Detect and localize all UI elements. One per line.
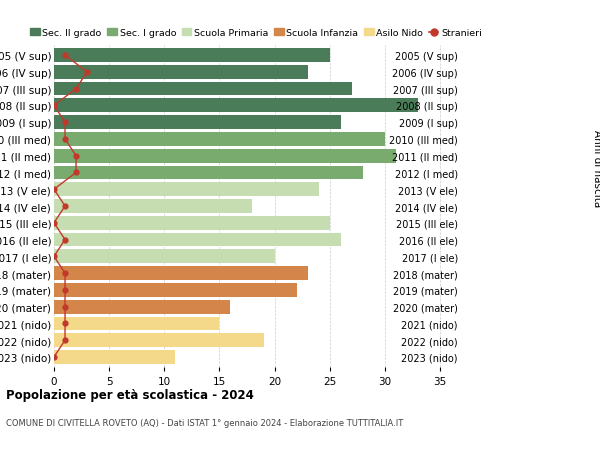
Bar [54, 150, 396, 163]
Text: Anni di nascita: Anni di nascita [592, 129, 600, 207]
Bar [54, 49, 329, 63]
Legend: Sec. II grado, Sec. I grado, Scuola Primaria, Scuola Infanzia, Asilo Nido, Stran: Sec. II grado, Sec. I grado, Scuola Prim… [30, 29, 482, 38]
Bar [54, 83, 352, 96]
Bar [54, 200, 253, 213]
Bar [54, 166, 363, 180]
Bar [54, 233, 341, 247]
Text: COMUNE DI CIVITELLA ROVETO (AQ) - Dati ISTAT 1° gennaio 2024 - Elaborazione TUTT: COMUNE DI CIVITELLA ROVETO (AQ) - Dati I… [6, 418, 403, 427]
Bar [54, 133, 385, 146]
Bar [54, 183, 319, 196]
Bar [54, 317, 220, 330]
Bar [54, 66, 308, 79]
Bar [54, 300, 230, 314]
Bar [54, 116, 341, 130]
Bar [54, 267, 308, 280]
Bar [54, 250, 275, 263]
Bar [54, 334, 263, 347]
Bar [54, 99, 418, 113]
Bar [54, 217, 329, 230]
Bar [54, 350, 175, 364]
Text: Popolazione per età scolastica - 2024: Popolazione per età scolastica - 2024 [6, 388, 254, 401]
Bar [54, 283, 296, 297]
